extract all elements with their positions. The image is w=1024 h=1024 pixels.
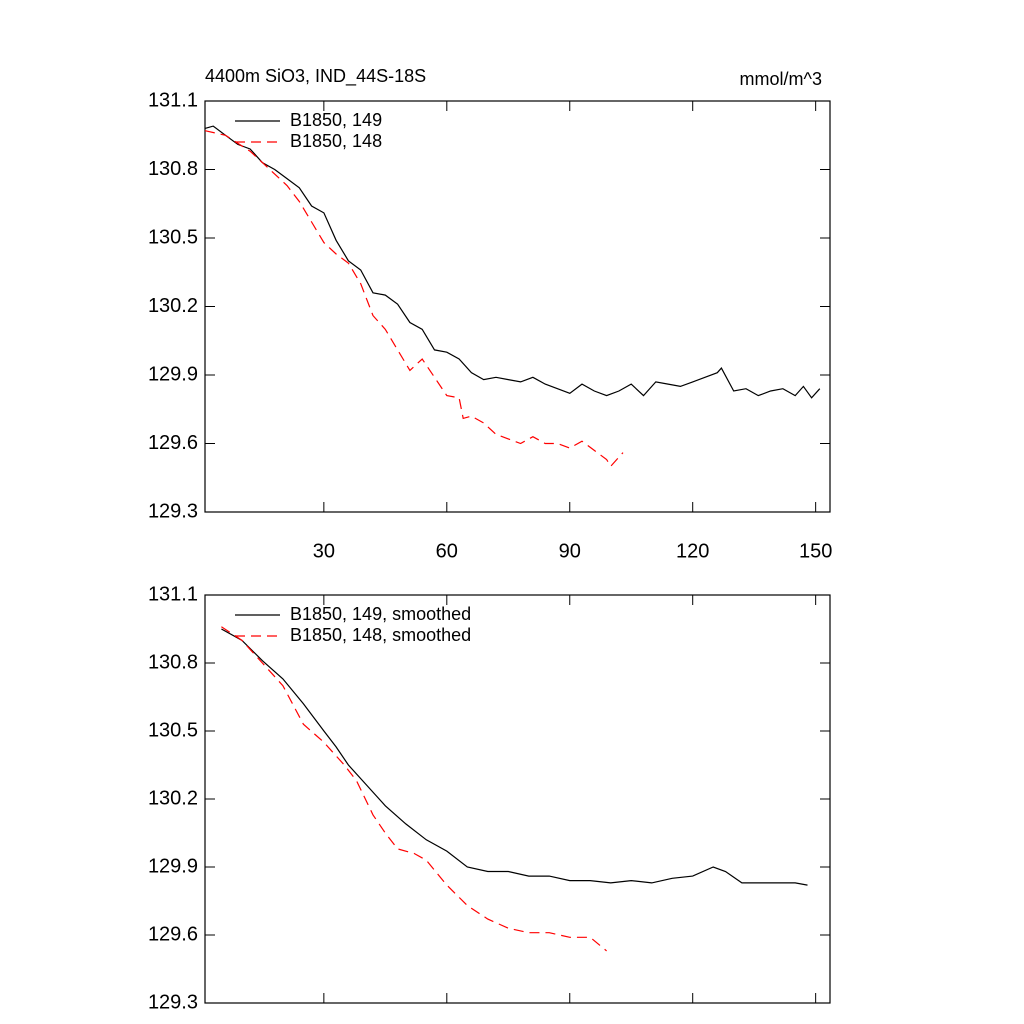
y-tick-label: 129.3: [148, 500, 198, 522]
units-label: mmol/m^3: [740, 69, 822, 89]
y-tick-label: 131.1: [148, 583, 198, 605]
series-line: [221, 626, 607, 952]
plot-frame: [204, 100, 831, 513]
y-tick-label: 129.9: [148, 855, 198, 877]
x-tick-label: 30: [313, 540, 335, 562]
legend-label: B1850, 148: [290, 131, 382, 151]
series-line: [221, 628, 808, 886]
x-tick-label: 90: [559, 540, 581, 562]
legend-label: B1850, 149: [290, 110, 382, 130]
y-tick-label: 129.3: [148, 991, 198, 1013]
series-line: [204, 130, 624, 468]
legend-label: B1850, 149, smoothed: [290, 604, 471, 624]
x-tick-label: 60: [436, 540, 458, 562]
x-tick-label: 150: [799, 540, 832, 562]
y-tick-label: 131.1: [148, 89, 198, 111]
series-line: [204, 125, 821, 399]
y-tick-label: 129.6: [148, 923, 198, 945]
y-tick-label: 130.2: [148, 787, 198, 809]
y-tick-label: 130.5: [148, 719, 198, 741]
y-tick-label: 130.5: [148, 226, 198, 248]
x-tick-label: 120: [676, 540, 709, 562]
y-tick-label: 129.9: [148, 363, 198, 385]
y-tick-label: 130.2: [148, 295, 198, 317]
y-tick-label: 130.8: [148, 651, 198, 673]
plot-frame: [204, 594, 831, 1004]
y-tick-label: 130.8: [148, 158, 198, 180]
legend-label: B1850, 148, smoothed: [290, 625, 471, 645]
chart-title: 4400m SiO3, IND_44S-18S: [205, 66, 426, 87]
y-tick-label: 129.6: [148, 432, 198, 454]
